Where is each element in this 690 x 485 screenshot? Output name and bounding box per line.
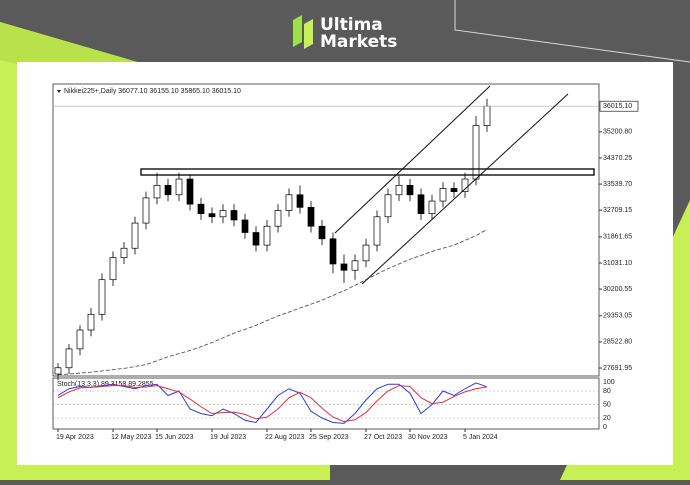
candle-body bbox=[417, 194, 425, 214]
x-tick-label: 27 Oct 2023 bbox=[364, 434, 402, 441]
candle-body bbox=[472, 125, 480, 180]
logo-bar bbox=[293, 15, 302, 47]
brand-line2: Markets bbox=[320, 32, 397, 52]
menu-arrow bbox=[57, 90, 61, 93]
y-tick-label: 80 bbox=[603, 388, 611, 395]
candle-body bbox=[384, 194, 392, 218]
x-tick-label: 30 Nov 2023 bbox=[408, 434, 448, 441]
candle-body bbox=[230, 210, 238, 221]
candle-body bbox=[76, 329, 84, 350]
candle-body bbox=[274, 210, 282, 227]
y-tick-label: 29353.05 bbox=[603, 313, 632, 320]
x-tick-label: 19 Apr 2023 bbox=[56, 434, 94, 441]
candle-body bbox=[340, 263, 348, 271]
y-tick-label: 100 bbox=[603, 379, 615, 386]
candle-body bbox=[296, 194, 304, 208]
y-tick-label: 32709.15 bbox=[603, 207, 632, 214]
x-tick-label: 22 Aug 2023 bbox=[265, 434, 304, 441]
x-tick-label: 12 May 2023 bbox=[111, 434, 152, 441]
x-tick-label: 19 Jul 2023 bbox=[210, 434, 246, 441]
candle-body bbox=[362, 244, 370, 262]
candle-body bbox=[98, 279, 106, 315]
candle-body bbox=[351, 260, 359, 271]
y-tick-label: 35200.80 bbox=[603, 129, 632, 136]
candle-body bbox=[307, 207, 315, 227]
candle-body bbox=[329, 238, 337, 265]
last-price-box bbox=[599, 100, 639, 112]
y-tick-label: 28522.80 bbox=[603, 339, 632, 346]
candle-body bbox=[186, 178, 194, 205]
candle-body bbox=[197, 203, 205, 214]
stoch-line bbox=[57, 382, 488, 424]
candle-body bbox=[142, 197, 150, 224]
candle-body bbox=[109, 257, 117, 281]
x-tick-label: 5 Jan 2024 bbox=[463, 434, 498, 441]
candle-body bbox=[87, 313, 95, 331]
last-price-label: 36015.10 bbox=[603, 103, 632, 110]
y-tick-label: 50 bbox=[603, 401, 611, 408]
candle-body bbox=[263, 225, 271, 246]
x-tick-label: 15 Jun 2023 bbox=[155, 434, 194, 441]
main-title: Nikkei225+,Daily 36077.10 36155.10 35865… bbox=[64, 88, 241, 95]
candle-body bbox=[252, 232, 260, 246]
candle-body bbox=[65, 348, 73, 369]
y-tick-label: 30200.55 bbox=[603, 286, 632, 293]
main-panel bbox=[52, 83, 600, 377]
candle-body bbox=[54, 367, 62, 375]
candle-body bbox=[461, 178, 469, 192]
y-tick-label: 0 bbox=[603, 424, 607, 431]
candle-body bbox=[285, 194, 293, 211]
candle-body bbox=[439, 188, 447, 202]
candle-body bbox=[175, 178, 183, 196]
candle-body bbox=[164, 184, 172, 196]
candle-body bbox=[395, 184, 403, 196]
channel-upper bbox=[334, 85, 491, 234]
brand-line1: Ultima bbox=[320, 15, 383, 35]
deco-line bbox=[454, 0, 690, 63]
candle-body bbox=[131, 222, 139, 249]
y-tick-label: 31861.65 bbox=[603, 234, 632, 241]
candle-body bbox=[406, 184, 414, 196]
candle-body bbox=[120, 247, 128, 259]
candle-body bbox=[373, 216, 381, 246]
candle-body bbox=[450, 188, 458, 192]
y-tick-label: 31031.10 bbox=[603, 260, 632, 267]
candle-body bbox=[428, 200, 436, 214]
x-tick-label: 25 Sep 2023 bbox=[309, 434, 349, 441]
moving-average bbox=[57, 228, 488, 376]
candle-body bbox=[219, 210, 227, 218]
plot: 27691.95 28522.80 29353.05 30200.55 31031.10… bbox=[53, 98, 639, 441]
stoch-title: Stoch(13,3,3) 89.3158 89.2855 bbox=[57, 381, 154, 388]
y-tick-label: 27691.95 bbox=[603, 365, 632, 372]
candle-body bbox=[241, 219, 249, 233]
stoch-line bbox=[57, 385, 488, 423]
y-tick-label: 34370.25 bbox=[603, 155, 632, 162]
candle-body bbox=[483, 105, 491, 126]
candle-body bbox=[208, 213, 216, 218]
candle-body bbox=[153, 184, 161, 199]
y-tick-label: 33539.70 bbox=[603, 181, 632, 188]
candle-body bbox=[318, 225, 326, 240]
resistance-zone bbox=[140, 168, 595, 176]
logo-bar bbox=[304, 19, 313, 49]
y-tick-label: 20 bbox=[603, 415, 611, 422]
channel-lower bbox=[361, 93, 569, 285]
